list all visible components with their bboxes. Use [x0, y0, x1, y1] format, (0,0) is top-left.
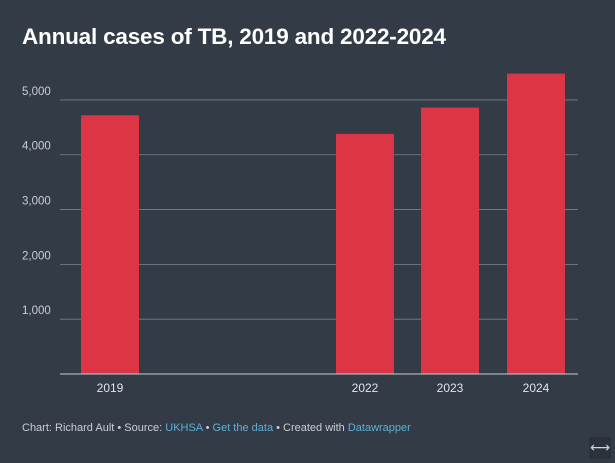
x-tick-label: 2022 [352, 381, 379, 395]
x-tick-labels: 2019 2022 2023 2024 [97, 381, 550, 395]
y-tick-label: 1,000 [22, 305, 51, 317]
source-link[interactable]: UKHSA [165, 422, 203, 434]
bar-2022 [336, 133, 394, 374]
footer-created-with: • Created with [273, 422, 348, 434]
bar-2024 [507, 73, 565, 375]
footer-credit: Chart: Richard Ault • Source: [22, 422, 166, 434]
x-tick-label: 2024 [523, 381, 550, 395]
footer-separator: • [202, 422, 213, 434]
y-tick-labels: 1,000 2,000 3,000 4,000 5,000 [22, 86, 51, 317]
chart-footer: Chart: Richard Ault • Source: UKHSA • Ge… [22, 422, 411, 434]
expand-icon[interactable]: ⟷ [589, 437, 611, 459]
chart-title: Annual cases of TB, 2019 and 2022-2024 [22, 24, 446, 49]
y-tick-label: 2,000 [22, 250, 51, 262]
datawrapper-link[interactable]: Datawrapper [347, 422, 411, 434]
grid-lines [60, 99, 578, 320]
bar-2023 [421, 107, 479, 374]
bar-2019 [81, 115, 139, 374]
x-tick-label: 2023 [437, 381, 464, 395]
y-tick-label: 5,000 [22, 86, 51, 98]
get-the-data-link[interactable]: Get the data [212, 422, 274, 434]
x-tick-label: 2019 [97, 381, 124, 395]
bars [81, 73, 565, 375]
y-tick-label: 3,000 [22, 196, 51, 208]
y-tick-label: 4,000 [22, 141, 51, 153]
